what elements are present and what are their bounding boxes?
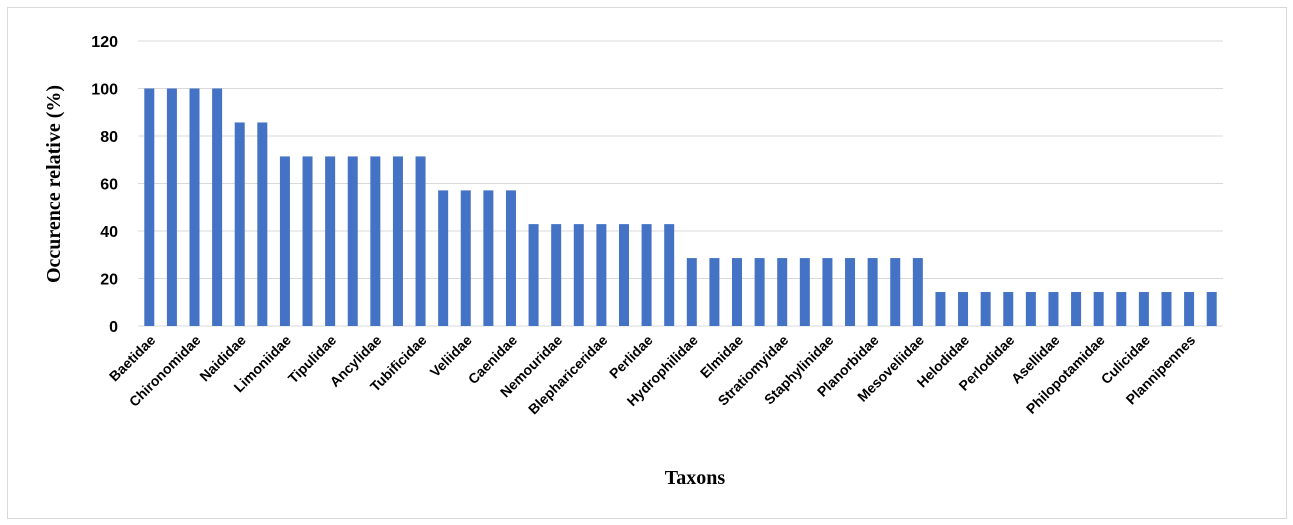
bar xyxy=(279,156,290,326)
bar xyxy=(528,224,539,326)
x-tick-label: Blephariceridae xyxy=(525,332,611,418)
bar xyxy=(505,190,516,326)
bar xyxy=(415,156,426,326)
bar xyxy=(1138,292,1149,326)
y-tick-label: 40 xyxy=(100,224,118,241)
bar xyxy=(1071,292,1082,326)
bar xyxy=(596,224,607,326)
bar xyxy=(370,156,381,326)
x-tick-label: Philopotamidae xyxy=(1023,332,1108,417)
bar xyxy=(754,258,765,326)
bar xyxy=(799,258,810,326)
bars xyxy=(144,88,1217,327)
y-tick-label: 60 xyxy=(100,177,118,194)
bar xyxy=(1048,292,1059,326)
bar xyxy=(1184,292,1195,326)
chart-frame: 0 20 40 60 80 100 120 Baetidae Chironomidae Naid… xyxy=(7,7,1287,519)
bar xyxy=(912,258,923,326)
bar xyxy=(1025,292,1036,326)
x-axis-title: Taxons xyxy=(665,467,726,489)
bar xyxy=(777,258,788,326)
y-axis-title: Occurence relative (%) xyxy=(43,85,65,283)
bar xyxy=(460,190,471,326)
bar xyxy=(347,156,358,326)
bar xyxy=(189,88,200,326)
bar xyxy=(958,292,969,326)
bar xyxy=(845,258,856,326)
bar xyxy=(618,224,629,326)
bar xyxy=(641,224,652,326)
bar xyxy=(573,224,584,326)
bar xyxy=(257,122,268,327)
bar xyxy=(732,258,743,326)
bar xyxy=(1161,292,1172,326)
bar xyxy=(438,190,449,326)
bar-chart: 0 20 40 60 80 100 120 BaetidaeChironomidaeNaid… xyxy=(43,34,1223,489)
bar xyxy=(709,258,720,326)
y-tick-label: 100 xyxy=(91,82,118,99)
bar xyxy=(234,122,245,327)
bar xyxy=(935,292,946,326)
bar xyxy=(166,88,177,326)
bar xyxy=(1116,292,1127,326)
y-tick-label: 120 xyxy=(91,34,118,51)
bar xyxy=(822,258,833,326)
bar xyxy=(664,224,675,326)
bar xyxy=(890,258,901,326)
y-tick-label: 80 xyxy=(100,129,118,146)
bar xyxy=(980,292,991,326)
gridlines xyxy=(138,40,1223,327)
x-tick-labels: BaetidaeChironomidaeNaididaeLimoniidaeTi… xyxy=(106,332,1199,418)
bar xyxy=(144,88,155,326)
bar xyxy=(686,258,697,326)
bar xyxy=(867,258,878,326)
bar xyxy=(325,156,336,326)
bar xyxy=(212,88,223,326)
y-tick-labels: 0 20 40 60 80 100 120 xyxy=(91,34,118,336)
bar xyxy=(483,190,494,326)
bar xyxy=(551,224,562,326)
bar xyxy=(392,156,403,326)
bar xyxy=(1003,292,1014,326)
bar xyxy=(1206,292,1217,326)
y-tick-label: 20 xyxy=(100,272,118,289)
bar xyxy=(1093,292,1104,326)
y-tick-label: 0 xyxy=(109,319,118,336)
bar xyxy=(302,156,313,326)
